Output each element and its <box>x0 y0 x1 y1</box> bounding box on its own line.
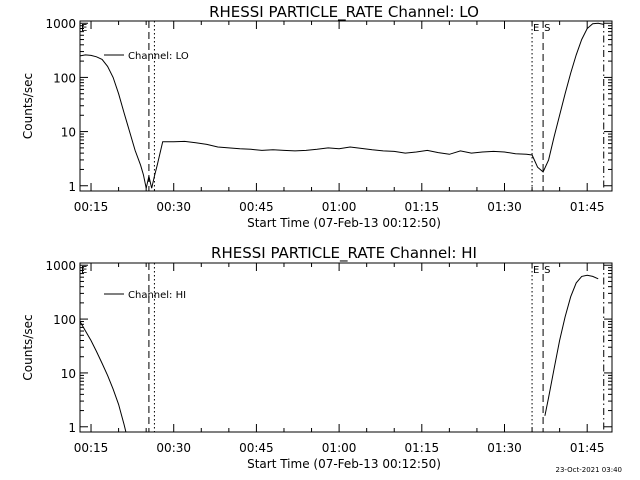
y-axis-label: Counts/sec <box>21 314 35 380</box>
x-axis-label: Start Time (07-Feb-13 00:12:50) <box>247 457 441 471</box>
event-marker-label: E <box>81 23 87 34</box>
series-line <box>544 274 599 416</box>
x-tick-label: 01:45 <box>570 441 605 455</box>
y-tick-label: 100 <box>53 71 76 85</box>
y-tick-label: 100 <box>53 313 76 327</box>
event-marker-label: E <box>81 265 87 276</box>
series-line <box>79 22 604 189</box>
x-tick-label: 00:45 <box>239 200 274 214</box>
x-tick-label: 01:15 <box>405 200 440 214</box>
y-tick-label: 1000 <box>45 259 76 273</box>
legend-label: Channel: LO <box>128 51 189 62</box>
x-tick-label: 01:30 <box>487 441 522 455</box>
event-marker-label: E <box>533 265 539 276</box>
x-tick-label: 01:30 <box>487 200 522 214</box>
chart-title: RHESSI PARTICLE_RATE Channel: LO <box>209 3 479 22</box>
legend-label: Channel: HI <box>128 290 186 301</box>
chart-title: RHESSI PARTICLE_RATE Channel: HI <box>211 244 477 263</box>
event-marker-label: E <box>533 23 539 34</box>
event-marker-label: S <box>544 265 550 276</box>
x-tick-label: 00:15 <box>74 200 109 214</box>
event-marker-label: S <box>544 23 550 34</box>
y-tick-label: 10 <box>61 367 76 381</box>
x-axis-label: Start Time (07-Feb-13 00:12:50) <box>247 216 441 230</box>
series-line <box>79 321 127 433</box>
y-tick-label: 1 <box>68 180 76 194</box>
y-tick-label: 1 <box>68 421 76 435</box>
x-tick-label: 01:15 <box>405 441 440 455</box>
x-tick-label: 00:30 <box>156 441 191 455</box>
x-tick-label: 00:45 <box>239 441 274 455</box>
x-tick-label: 00:30 <box>156 200 191 214</box>
x-tick-label: 01:00 <box>322 441 357 455</box>
y-tick-label: 1000 <box>45 17 76 31</box>
x-tick-label: 00:15 <box>74 441 109 455</box>
x-tick-label: 01:45 <box>570 200 605 214</box>
x-tick-label: 01:00 <box>322 200 357 214</box>
y-axis-label: Counts/sec <box>21 73 35 139</box>
footer-timestamp: 23-Oct-2021 03:40 <box>556 466 622 474</box>
y-tick-label: 10 <box>61 126 76 140</box>
